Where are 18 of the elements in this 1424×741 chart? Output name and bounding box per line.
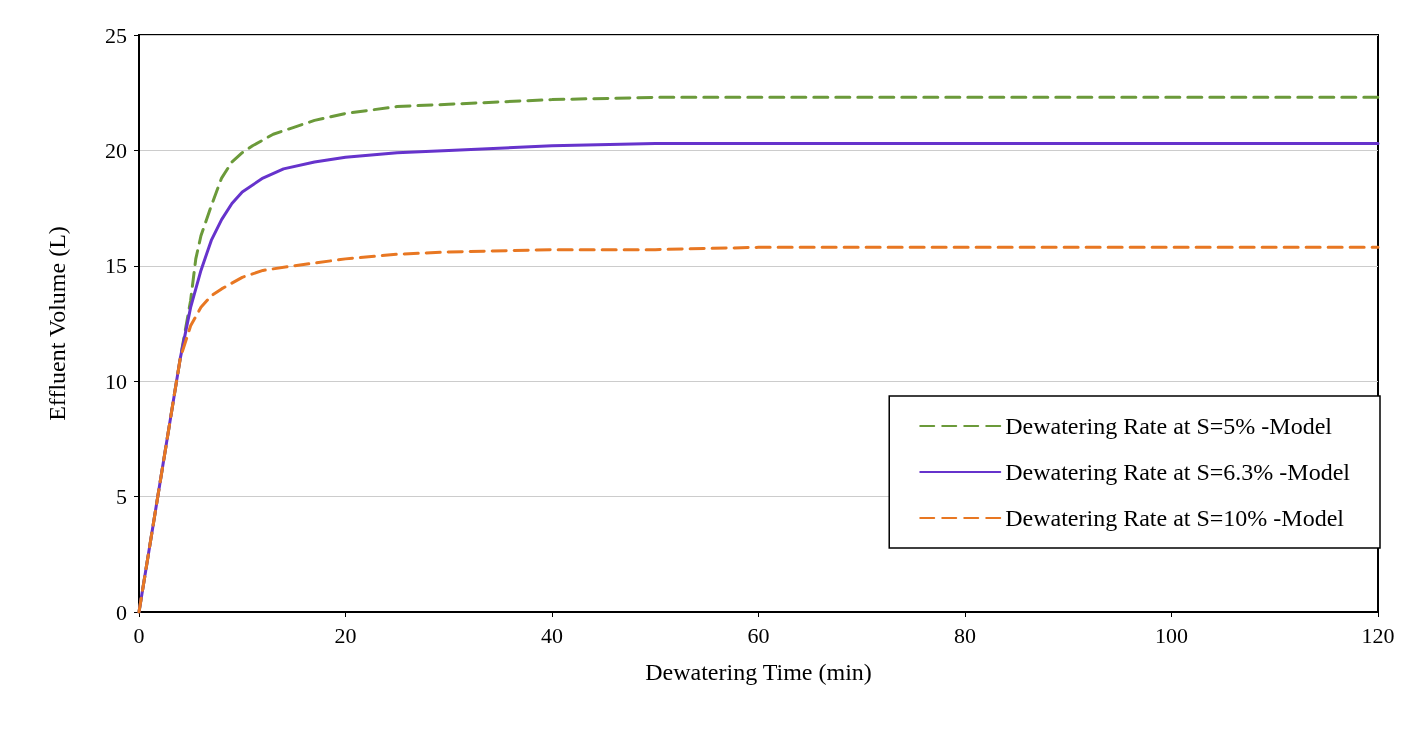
x-tick-label: 60 — [747, 622, 770, 648]
y-tick-label: 10 — [105, 368, 127, 394]
y-axis-title: Effluent Volume (L) — [44, 226, 70, 421]
x-tick-label: 40 — [541, 622, 563, 648]
x-tick-label: 0 — [133, 622, 145, 648]
y-tick-label: 5 — [116, 484, 127, 510]
x-tick-label: 80 — [954, 622, 976, 648]
legend-label: Dewatering Rate at S=10% -Model — [1005, 505, 1345, 531]
legend-label: Dewatering Rate at S=5% -Model — [1005, 413, 1333, 439]
y-tick-label: 25 — [105, 22, 127, 48]
legend-label: Dewatering Rate at S=6.3% -Model — [1005, 459, 1351, 485]
y-tick-label: 15 — [105, 253, 127, 279]
y-tick-label: 20 — [105, 137, 127, 163]
y-tick-label: 0 — [116, 599, 127, 625]
x-tick-label: 100 — [1155, 622, 1188, 648]
x-axis-title: Dewatering Time (min) — [645, 659, 872, 685]
x-tick-label: 20 — [334, 622, 357, 648]
x-tick-label: 120 — [1361, 622, 1395, 648]
